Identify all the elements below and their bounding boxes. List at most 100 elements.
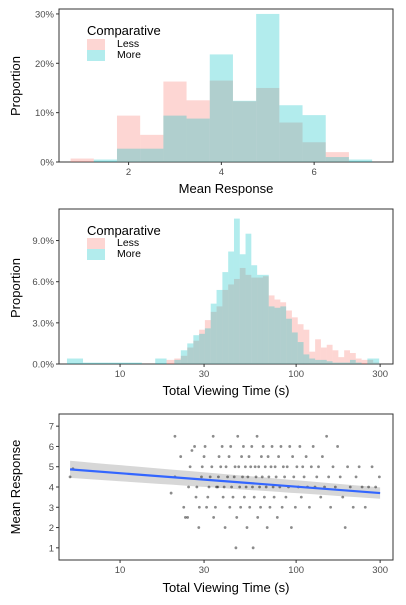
data-point — [251, 485, 254, 489]
data-point — [258, 485, 261, 489]
histogram-bar — [216, 289, 223, 364]
data-point — [259, 505, 262, 509]
histogram-bar — [302, 142, 326, 162]
panel-viewing-time-hist: 0.0% 3.0% 6.0% 9.0% 10 30 100 300 Total Viewin… — [8, 208, 394, 398]
data-point — [236, 434, 240, 438]
histogram-bar — [70, 158, 94, 162]
data-point — [274, 475, 278, 479]
histogram-bar — [332, 362, 339, 364]
histogram-bar — [274, 299, 281, 364]
histogram-bar — [186, 118, 210, 162]
y-axis-title: Proportion — [8, 258, 23, 318]
data-point — [283, 475, 286, 479]
data-point — [173, 434, 177, 438]
x-axis-ticks: 10 30 100 300 — [115, 364, 388, 380]
data-point — [308, 505, 311, 509]
data-point — [311, 445, 315, 448]
histogram-bar — [251, 265, 258, 364]
data-point — [243, 465, 247, 469]
histogram-bar — [320, 347, 327, 364]
x-axis-ticks: 2 4 6 — [126, 162, 317, 178]
histogram-bar — [344, 362, 350, 364]
data-point — [254, 475, 258, 479]
data-point — [295, 465, 299, 469]
regression-line — [69, 468, 381, 495]
legend-key-more — [87, 249, 105, 260]
legend: Comparative Less More — [87, 23, 161, 61]
data-point — [249, 465, 253, 469]
x-tick-label: 2 — [126, 167, 131, 178]
histogram-bar — [257, 277, 263, 364]
histogram-bar — [262, 276, 269, 364]
data-point — [214, 505, 217, 509]
histogram-bar — [355, 362, 362, 364]
panel-2-frame — [58, 208, 394, 365]
data-point — [211, 434, 215, 438]
data-point — [299, 495, 303, 499]
data-point — [320, 455, 324, 458]
x-tick-label: 100 — [288, 565, 304, 576]
legend-label-less: Less — [117, 237, 139, 249]
histogram-bar — [193, 340, 200, 364]
data-point — [215, 485, 218, 489]
data-point — [197, 526, 201, 529]
histogram-bar — [222, 272, 229, 364]
data-point — [217, 455, 221, 458]
data-point — [259, 455, 263, 458]
data-point — [226, 475, 229, 479]
histogram-bar — [245, 233, 252, 364]
data-point — [221, 495, 225, 499]
data-point — [229, 445, 233, 448]
data-point — [234, 546, 238, 550]
data-point — [232, 475, 236, 479]
legend-label-more: More — [117, 248, 141, 260]
histogram-bar — [325, 152, 349, 162]
histogram-bar — [355, 358, 362, 364]
histogram-bar — [367, 358, 374, 364]
histogram-bar — [204, 320, 211, 364]
histogram-bar — [251, 277, 258, 364]
histogram-bar — [348, 159, 373, 162]
data-point — [231, 495, 235, 499]
legend-key-less — [87, 238, 105, 249]
data-point — [263, 465, 267, 469]
y-tick-label: 30% — [35, 9, 55, 20]
y-tick-label: 2 — [49, 523, 54, 534]
x-axis-title: Mean Response — [179, 181, 274, 196]
histogram-bar — [116, 148, 141, 162]
data-point — [360, 485, 364, 489]
histogram-bar — [373, 358, 380, 364]
data-point — [285, 465, 289, 469]
legend-key-more — [87, 50, 105, 61]
data-point — [284, 495, 288, 499]
histogram-bar — [338, 357, 345, 364]
data-point — [190, 449, 194, 452]
histogram-bar — [367, 359, 374, 364]
histogram-bar — [279, 105, 303, 162]
y-tick-label: 3.0% — [32, 318, 54, 329]
histogram-bar — [280, 302, 287, 364]
data-point — [331, 465, 335, 469]
histogram-bar — [297, 324, 304, 364]
data-point — [251, 546, 255, 550]
histogram-bar — [326, 344, 333, 364]
y-tick-label: 4 — [49, 483, 54, 494]
histogram-bar — [140, 134, 164, 162]
y-tick-label: 5 — [49, 462, 54, 473]
histogram-bar — [155, 358, 167, 364]
histogram-bar — [274, 307, 281, 364]
histogram-bar — [174, 358, 181, 364]
data-point — [222, 485, 226, 489]
histogram-bar — [349, 359, 356, 364]
data-point — [351, 505, 355, 509]
data-point — [319, 495, 323, 499]
histogram-bar — [256, 13, 280, 162]
data-point — [186, 516, 190, 519]
histogram-bar — [210, 303, 217, 364]
histogram-bar — [93, 159, 117, 162]
legend-title: Comparative — [87, 23, 161, 38]
data-point — [210, 465, 214, 469]
data-point — [253, 465, 257, 469]
data-point — [223, 526, 227, 529]
panel-mean-response-hist: 0% 10% 20% 30% 2 4 6 Mean Response Proportion… — [8, 8, 394, 196]
